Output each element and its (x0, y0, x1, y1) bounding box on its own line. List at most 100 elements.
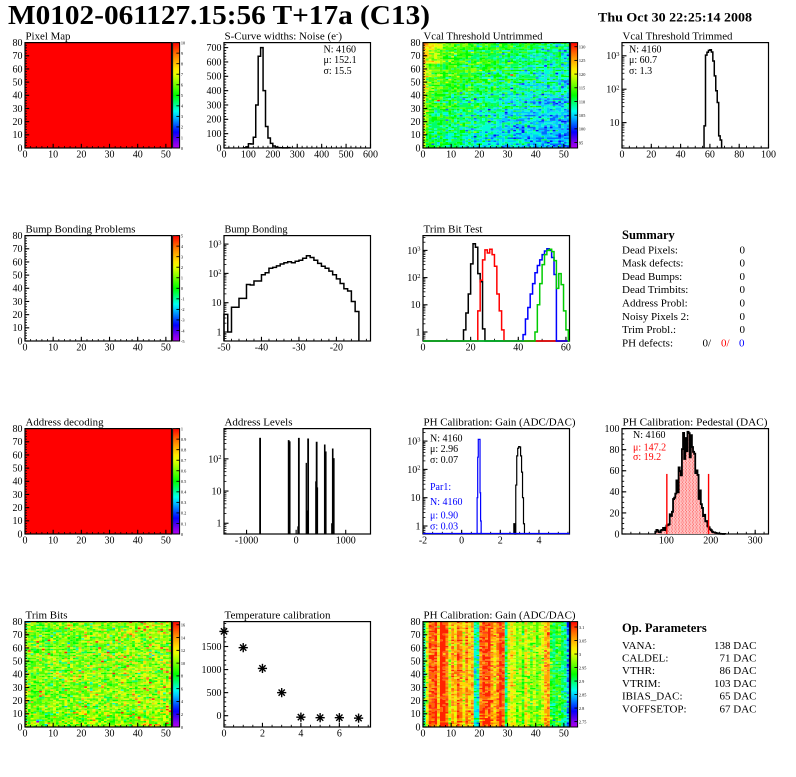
svg-text:0: 0 (740, 244, 746, 256)
svg-text:PH Calibration: Gain (ADC/DAC): PH Calibration: Gain (ADC/DAC) (424, 417, 576, 429)
svg-text:20: 20 (13, 696, 23, 707)
svg-text:-3: -3 (181, 318, 185, 323)
svg-text:600: 600 (363, 149, 378, 160)
svg-text:10: 10 (48, 535, 58, 546)
svg-text:CALDEL:: CALDEL: (622, 653, 668, 665)
svg-text:20: 20 (474, 149, 484, 160)
svg-text:40: 40 (513, 342, 523, 353)
svg-text:120: 120 (579, 72, 585, 77)
svg-text:1: 1 (181, 135, 183, 140)
svg-text:10: 10 (48, 728, 58, 739)
svg-text:Trim Bit Test: Trim Bit Test (424, 224, 483, 236)
svg-text:Op. Parameters: Op. Parameters (622, 621, 707, 635)
svg-text:Pixel Map: Pixel Map (26, 31, 71, 43)
svg-text:500: 500 (339, 149, 354, 160)
svg-text:Mask defects:: Mask defects: (622, 258, 683, 270)
svg-text:0.5: 0.5 (181, 479, 186, 484)
svg-text:80: 80 (13, 231, 23, 242)
svg-text:20: 20 (13, 503, 23, 514)
svg-text:125: 125 (579, 58, 585, 63)
svg-text:115: 115 (579, 86, 585, 91)
svg-text:0.7: 0.7 (181, 458, 187, 463)
svg-text:10: 10 (13, 323, 23, 334)
svg-text:40: 40 (133, 535, 143, 546)
svg-text:70: 70 (411, 51, 421, 62)
svg-text:1: 1 (416, 521, 421, 532)
svg-text:60: 60 (411, 64, 421, 75)
svg-text:30: 30 (105, 149, 115, 160)
svg-text:70: 70 (13, 630, 23, 641)
svg-text:Vcal Threshold Untrimmed: Vcal Threshold Untrimmed (424, 31, 543, 43)
svg-text:-2: -2 (181, 307, 185, 312)
svg-text:30: 30 (411, 683, 421, 694)
svg-text:30: 30 (411, 104, 421, 115)
svg-text:400: 400 (314, 149, 329, 160)
svg-text:40: 40 (133, 149, 143, 160)
svg-text:2: 2 (260, 728, 265, 739)
svg-text:50: 50 (411, 657, 421, 668)
svg-text:200: 200 (207, 115, 222, 126)
svg-text:σ: 0.07: σ: 0.07 (430, 455, 458, 466)
svg-text:103: 103 (208, 239, 221, 250)
svg-text:10: 10 (181, 40, 185, 45)
svg-text:0: 0 (615, 529, 620, 540)
svg-text:0: 0 (181, 146, 183, 151)
svg-text:102: 102 (606, 84, 619, 95)
svg-text:20: 20 (646, 149, 656, 160)
svg-text:30: 30 (105, 728, 115, 739)
svg-text:0: 0 (181, 532, 183, 537)
svg-text:40: 40 (133, 728, 143, 739)
svg-text:Temperature calibration: Temperature calibration (225, 610, 331, 622)
svg-text:60: 60 (705, 149, 715, 160)
svg-text:0: 0 (739, 337, 745, 349)
svg-text:4: 4 (181, 104, 184, 109)
svg-text:0: 0 (23, 149, 28, 160)
svg-text:9: 9 (181, 51, 183, 56)
svg-text:50: 50 (13, 657, 23, 668)
svg-text:2.85: 2.85 (579, 692, 587, 697)
svg-text:8: 8 (181, 674, 183, 679)
svg-text:16: 16 (181, 623, 186, 628)
svg-text:VOFFSETOP:: VOFFSETOP: (622, 703, 687, 715)
svg-text:10: 10 (411, 709, 421, 720)
svg-text:0/: 0/ (721, 337, 731, 349)
svg-text:20: 20 (76, 728, 86, 739)
svg-text:20: 20 (474, 728, 484, 739)
svg-text:10: 10 (13, 516, 23, 527)
svg-text:100: 100 (241, 149, 256, 160)
svg-text:70: 70 (411, 630, 421, 641)
svg-text:103: 103 (407, 246, 420, 257)
svg-text:100: 100 (605, 424, 620, 435)
svg-text:30: 30 (13, 683, 23, 694)
svg-text:0: 0 (740, 324, 746, 336)
svg-text:Vcal Threshold Trimmed: Vcal Threshold Trimmed (623, 31, 733, 43)
svg-text:0: 0 (18, 143, 23, 154)
svg-text:10: 10 (212, 298, 222, 309)
svg-text:60: 60 (13, 450, 23, 461)
svg-text:70: 70 (13, 51, 23, 62)
svg-text:σ: 19.2: σ: 19.2 (633, 452, 661, 463)
svg-text:2: 2 (498, 535, 503, 546)
svg-text:10: 10 (181, 661, 185, 666)
svg-text:20: 20 (76, 149, 86, 160)
svg-text:1: 1 (181, 426, 183, 431)
svg-text:10: 10 (48, 149, 58, 160)
svg-text:138 DAC: 138 DAC (714, 640, 756, 652)
svg-text:0: 0 (18, 722, 23, 733)
svg-text:0: 0 (222, 149, 227, 160)
svg-text:10: 10 (411, 130, 421, 141)
svg-text:5: 5 (181, 233, 183, 238)
svg-text:Address Levels: Address Levels (225, 417, 293, 429)
svg-text:500: 500 (207, 72, 222, 83)
svg-text:30: 30 (13, 297, 23, 308)
svg-text:-5: -5 (181, 339, 185, 344)
svg-text:2.8: 2.8 (579, 706, 584, 711)
svg-text:40: 40 (676, 149, 686, 160)
svg-text:0: 0 (620, 149, 625, 160)
svg-text:0: 0 (740, 271, 746, 283)
svg-text:80: 80 (411, 617, 421, 628)
svg-text:0.6: 0.6 (181, 469, 187, 474)
svg-text:Thu Oct 30 22:25:14 2008: Thu Oct 30 22:25:14 2008 (598, 10, 753, 25)
svg-text:50: 50 (161, 535, 171, 546)
svg-text:PH Calibration: Gain (ADC/DAC): PH Calibration: Gain (ADC/DAC) (424, 610, 576, 622)
